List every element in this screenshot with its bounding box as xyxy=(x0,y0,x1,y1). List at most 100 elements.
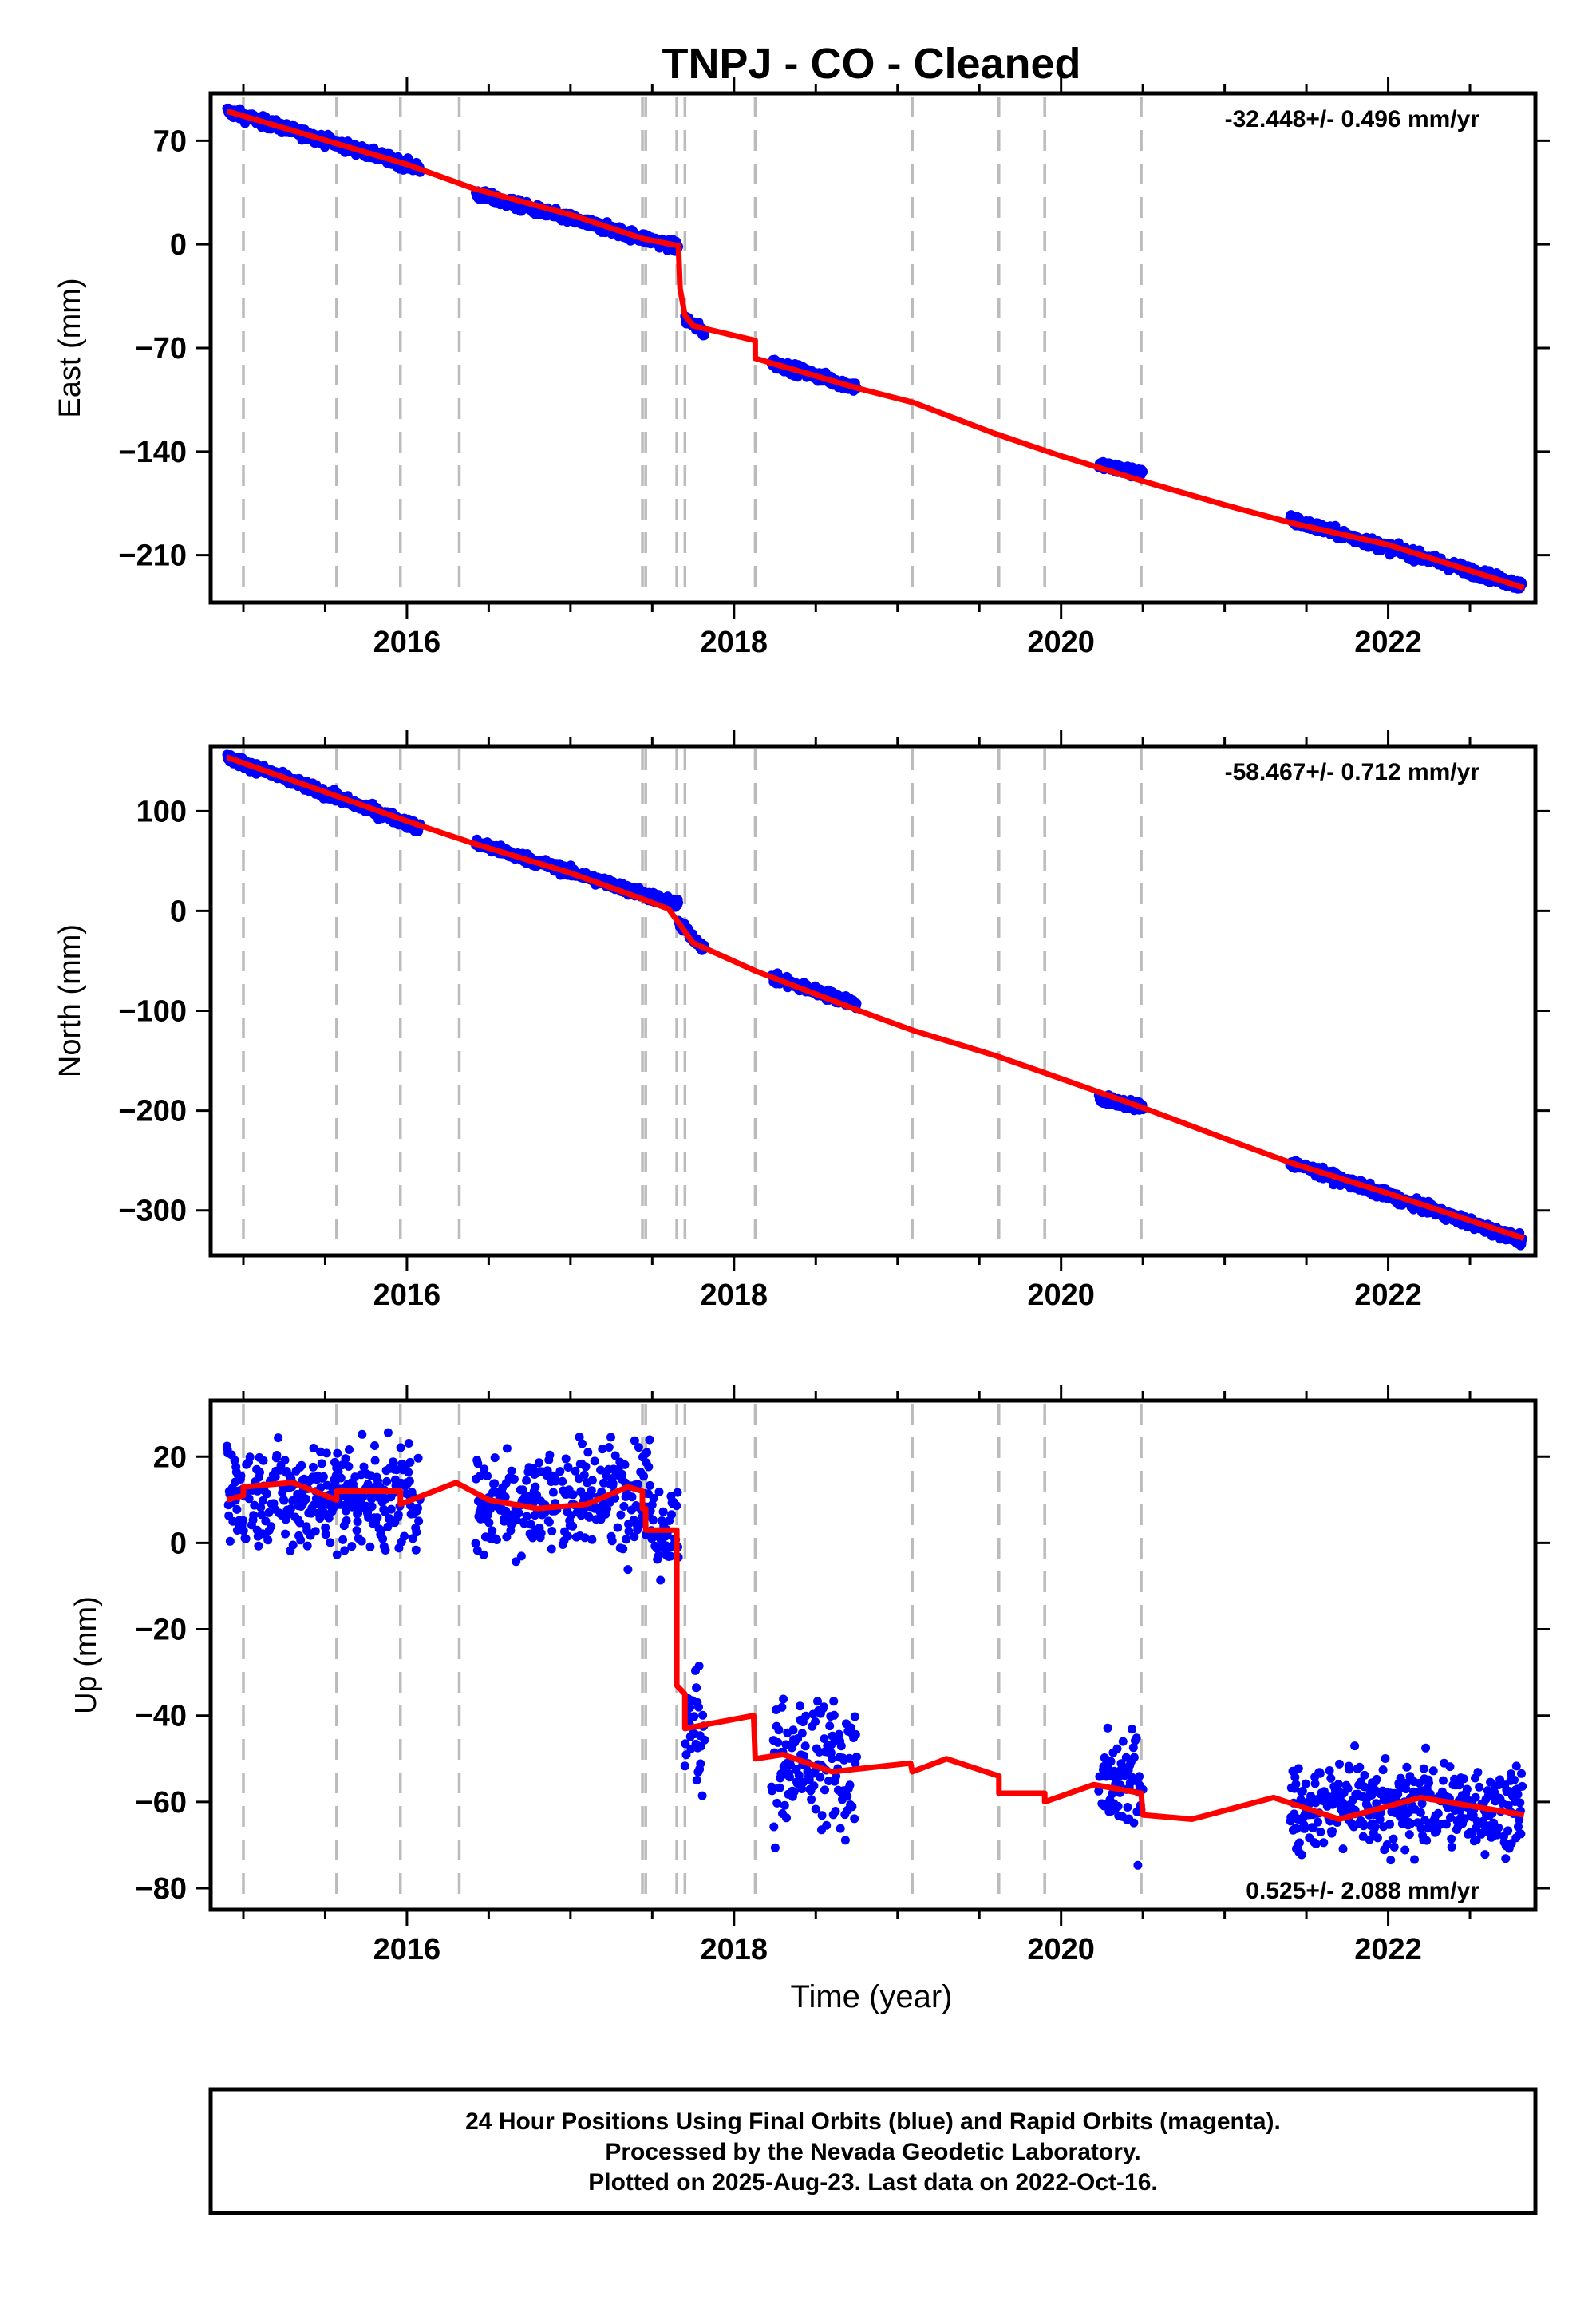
data-point xyxy=(241,1534,251,1543)
data-point xyxy=(583,1448,593,1457)
data-point xyxy=(295,1518,305,1528)
data-point xyxy=(529,1498,539,1507)
x-tick-label: 2020 xyxy=(1027,626,1095,659)
data-point xyxy=(393,1510,403,1520)
data-point xyxy=(1118,1737,1128,1746)
data-point xyxy=(1372,1774,1381,1784)
data-point xyxy=(649,1516,658,1525)
data-point xyxy=(309,1444,318,1452)
data-point xyxy=(531,1482,540,1492)
data-point xyxy=(322,1448,331,1458)
data-point xyxy=(773,1737,783,1747)
data-point xyxy=(561,1454,571,1464)
data-point xyxy=(644,1462,654,1472)
data-point xyxy=(1402,1762,1412,1772)
data-point xyxy=(332,1550,342,1559)
data-point xyxy=(1476,1829,1486,1839)
data-point xyxy=(581,1462,591,1472)
data-point xyxy=(386,1504,396,1514)
data-point xyxy=(618,1469,627,1479)
data-point xyxy=(685,1703,695,1713)
data-point xyxy=(1517,1769,1526,1778)
data-point xyxy=(590,1456,599,1466)
data-point xyxy=(547,1544,556,1554)
y-tick-label: 0 xyxy=(170,228,187,262)
data-point xyxy=(1510,1775,1519,1784)
data-point xyxy=(502,1444,512,1453)
data-point xyxy=(1515,1798,1525,1808)
data-point xyxy=(1319,1838,1329,1848)
data-point xyxy=(819,1702,828,1712)
data-point xyxy=(338,1535,348,1544)
data-point xyxy=(486,1504,496,1514)
data-point xyxy=(697,1791,707,1800)
y-tick-label: −200 xyxy=(118,1095,187,1128)
data-point xyxy=(1360,1770,1369,1780)
data-point xyxy=(1300,1824,1310,1833)
y-tick-label: −40 xyxy=(136,1700,187,1733)
data-point xyxy=(1132,1733,1141,1743)
footer-line-3: Plotted on 2025-Aug-23. Last data on 202… xyxy=(588,2169,1158,2195)
data-point xyxy=(622,1535,631,1544)
data-point xyxy=(568,1521,578,1531)
data-point xyxy=(666,1551,675,1561)
data-point xyxy=(296,1535,306,1545)
data-point xyxy=(259,1456,268,1465)
data-point xyxy=(850,1814,859,1824)
data-point xyxy=(1381,1754,1390,1763)
data-point xyxy=(1316,1828,1325,1836)
data-point xyxy=(544,1517,554,1527)
data-point xyxy=(829,1710,839,1720)
data-point xyxy=(404,1439,413,1448)
data-point xyxy=(1386,1856,1396,1865)
data-point xyxy=(645,1435,654,1445)
data-point xyxy=(1473,1768,1483,1777)
data-point xyxy=(1108,1789,1117,1798)
data-point xyxy=(1385,1820,1395,1829)
data-point xyxy=(598,1445,607,1454)
data-point xyxy=(850,1712,859,1721)
y-axis-label: Up (mm) xyxy=(69,1596,103,1714)
data-point xyxy=(492,1535,501,1544)
data-point xyxy=(1503,1826,1513,1836)
y-tick-label: 100 xyxy=(136,795,187,828)
data-point xyxy=(692,1683,701,1693)
data-point xyxy=(509,1474,519,1484)
data-point xyxy=(1103,1723,1112,1733)
data-point xyxy=(672,1501,681,1511)
data-point xyxy=(813,1697,822,1706)
data-point xyxy=(840,1836,850,1845)
data-point xyxy=(1421,1743,1431,1753)
x-tick-label: 2018 xyxy=(701,1933,768,1966)
data-point xyxy=(347,1542,357,1551)
data-point xyxy=(698,1710,708,1720)
data-point xyxy=(658,1507,668,1516)
data-point xyxy=(405,1476,414,1486)
data-point xyxy=(1419,1764,1428,1773)
data-point xyxy=(1359,1821,1369,1831)
data-point xyxy=(1375,1815,1385,1824)
x-tick-label: 2022 xyxy=(1354,1279,1422,1312)
data-point xyxy=(587,1486,596,1496)
data-point xyxy=(558,1476,567,1486)
data-point xyxy=(526,1520,535,1529)
data-point xyxy=(1445,1762,1455,1772)
rate-label: -32.448+/- 0.496 mm/yr xyxy=(1225,106,1480,132)
data-point xyxy=(1294,1838,1304,1848)
data-point xyxy=(516,1551,526,1561)
data-point xyxy=(851,1729,860,1739)
data-point xyxy=(606,1433,615,1442)
data-point xyxy=(244,1494,254,1504)
data-point xyxy=(1335,1759,1344,1769)
data-point xyxy=(768,1786,776,1796)
data-point xyxy=(696,1759,705,1769)
plot-frame xyxy=(208,744,1538,1258)
data-point xyxy=(1345,1765,1354,1774)
data-point xyxy=(507,1466,516,1476)
data-point xyxy=(483,1472,492,1480)
data-point xyxy=(1297,1850,1306,1860)
data-point xyxy=(630,1532,639,1542)
data-point xyxy=(367,1502,377,1512)
data-point xyxy=(1428,1766,1438,1776)
data-point xyxy=(253,1486,263,1496)
